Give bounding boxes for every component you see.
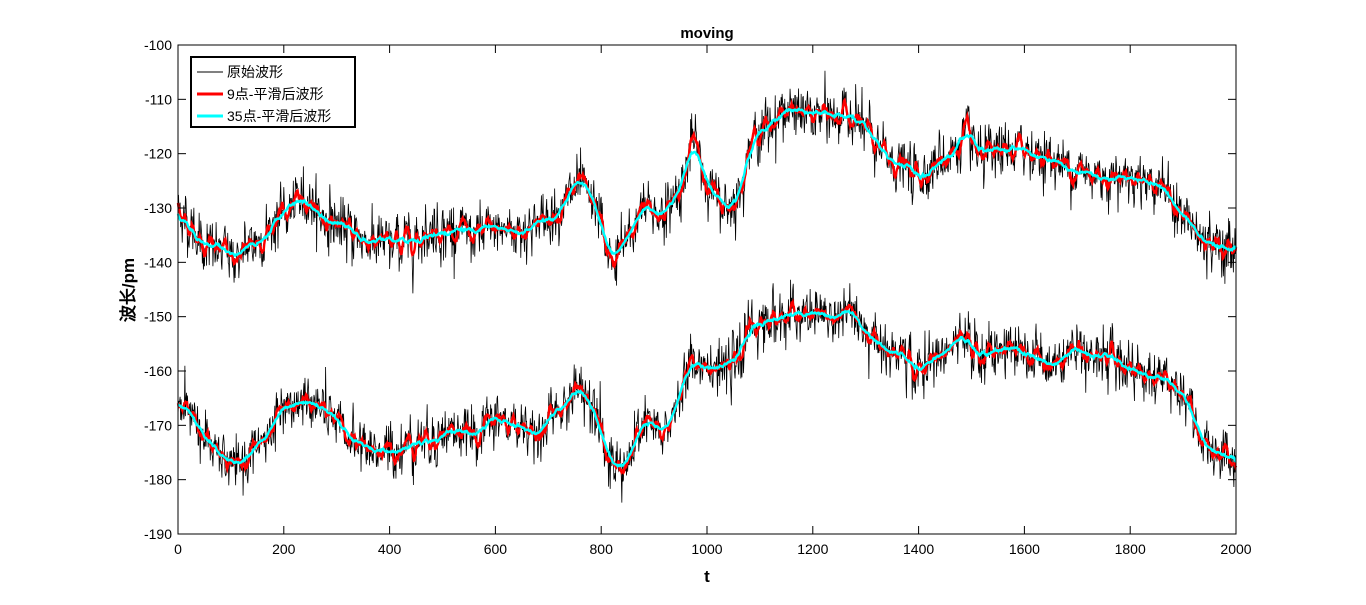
x-axis-label: t bbox=[704, 567, 710, 586]
x-tick-label: 600 bbox=[484, 541, 508, 557]
series-traces bbox=[176, 70, 1238, 503]
x-tick-label: 2000 bbox=[1220, 541, 1251, 557]
chart-title: moving bbox=[680, 25, 733, 42]
y-axis: -100 -110 -120 -130 -140 -150 -160 -170 -180 -190 bbox=[144, 37, 1236, 542]
x-tick-label: 400 bbox=[378, 541, 402, 557]
y-tick-label: -130 bbox=[144, 200, 172, 216]
lower-raw-waveform-line bbox=[177, 279, 1237, 503]
x-tick-label: 0 bbox=[174, 541, 182, 557]
lower-35pt-smoothed-line bbox=[177, 309, 1237, 469]
x-tick-label: 1200 bbox=[797, 541, 828, 557]
y-tick-label: -140 bbox=[144, 254, 172, 270]
x-tick-label: 1600 bbox=[1009, 541, 1040, 557]
y-tick-label: -120 bbox=[144, 146, 172, 162]
legend-label: 原始波形 bbox=[227, 64, 283, 80]
legend-label: 35点-平滑后波形 bbox=[227, 108, 331, 124]
x-tick-label: 200 bbox=[272, 541, 296, 557]
x-tick-label: 1400 bbox=[903, 541, 934, 557]
legend: 原始波形 9点-平滑后波形 35点-平滑后波形 bbox=[190, 56, 356, 128]
x-tick-label: 1000 bbox=[691, 541, 722, 557]
y-tick-label: -110 bbox=[145, 91, 172, 107]
upper-35pt-smoothed-line bbox=[176, 107, 1238, 258]
y-axis-label: 波长/pm bbox=[118, 258, 138, 322]
y-tick-label: -100 bbox=[144, 37, 172, 53]
y-tick-label: -190 bbox=[144, 526, 172, 542]
y-tick-label: -180 bbox=[144, 472, 172, 488]
legend-label: 9点-平滑后波形 bbox=[227, 86, 323, 102]
y-tick-label: -160 bbox=[144, 363, 172, 379]
y-tick-label: -150 bbox=[144, 309, 172, 325]
x-tick-label: 800 bbox=[590, 541, 614, 557]
x-axis: 0 200 400 600 800 1000 1200 1400 1600 1800 2000 bbox=[174, 45, 1252, 557]
x-tick-label: 1800 bbox=[1115, 541, 1146, 557]
y-tick-label: -170 bbox=[144, 417, 172, 433]
